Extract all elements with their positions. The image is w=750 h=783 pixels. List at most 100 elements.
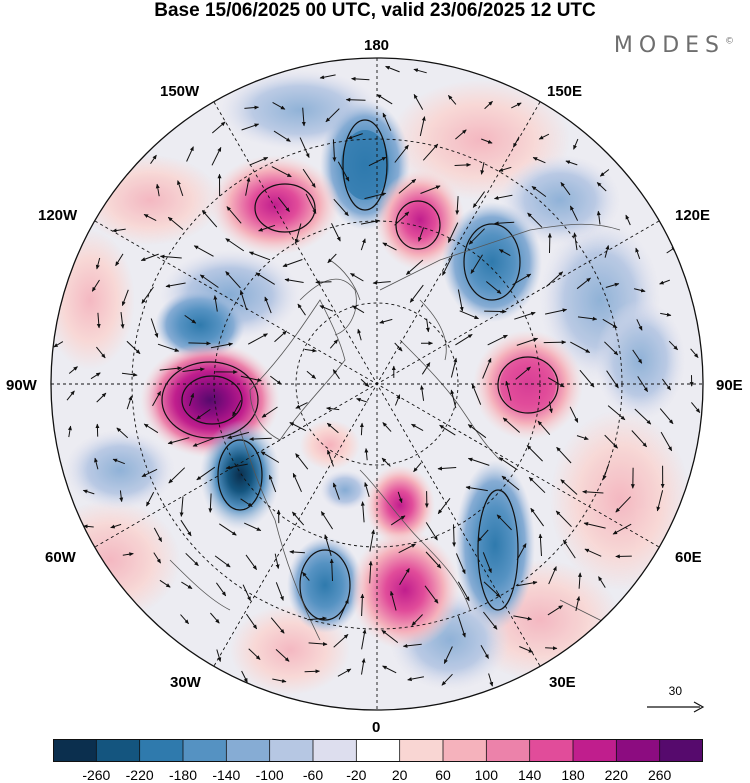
wind-vector-arrow	[360, 593, 365, 617]
reference-vector-value: 30	[668, 684, 682, 698]
wind-vector-arrow	[247, 333, 268, 345]
wind-vector-arrow	[274, 330, 287, 343]
wind-vector-arrow	[615, 496, 631, 513]
lon-label-120w: 120W	[38, 207, 78, 224]
wind-vector-arrow	[211, 146, 222, 166]
colorbar-tick-label: 60	[435, 767, 451, 783]
wind-vector-arrow	[411, 614, 423, 626]
wind-vector-arrow	[360, 378, 370, 387]
wind-vector-arrow	[484, 101, 493, 110]
wind-vector-arrow	[577, 572, 582, 589]
wind-vector-arrow	[155, 183, 160, 197]
wind-vector-arrow	[421, 362, 431, 375]
lon-label-90w: 90W	[6, 377, 37, 394]
lon-label-60w: 60W	[45, 549, 76, 566]
wind-vector-arrow	[216, 649, 222, 662]
lon-label-30w: 30W	[170, 674, 201, 691]
wind-vector-arrow	[437, 497, 451, 515]
wind-vector-arrow	[562, 539, 576, 559]
colorbar	[53, 739, 703, 762]
wind-vector-arrow	[332, 482, 340, 500]
wind-vector-arrow	[327, 449, 334, 467]
wind-vector-arrow	[337, 161, 350, 182]
colorbar-swatch	[226, 739, 270, 762]
wind-vector-arrow	[527, 212, 543, 228]
wind-vector-arrow	[381, 629, 399, 643]
wind-vector-arrow	[407, 676, 424, 682]
wind-vector-arrow	[120, 312, 125, 329]
wind-vector-arrow	[409, 284, 424, 303]
wind-vector-arrow	[569, 406, 579, 423]
wind-vector-arrow	[213, 295, 218, 312]
wind-vector-arrow	[361, 658, 366, 675]
colorbar-swatch	[139, 739, 184, 762]
wind-vector-arrow	[112, 458, 125, 465]
wind-vector-arrow	[596, 182, 607, 192]
wind-vector-arrow	[243, 522, 262, 532]
wind-vector-arrow	[425, 318, 430, 333]
wind-vector-arrow	[249, 437, 272, 442]
wind-vector-arrow	[329, 339, 339, 349]
wind-vector-arrow	[545, 646, 558, 651]
wind-vector-arrow	[126, 340, 141, 354]
wind-vector-arrow	[636, 319, 643, 331]
wind-vector-arrow	[691, 402, 701, 413]
wind-vector-arrow	[406, 259, 424, 275]
wind-vector-arrow	[368, 156, 387, 167]
wind-vector-arrow	[219, 523, 237, 536]
wind-vector-arrow	[368, 560, 373, 584]
wind-vector-arrow	[274, 553, 280, 569]
wind-vector-arrow	[596, 210, 601, 225]
wind-vector-arrow	[192, 437, 214, 447]
wind-vector-arrow	[602, 318, 618, 329]
wind-vector-arrow	[225, 238, 245, 252]
wind-vector-arrow	[326, 406, 340, 411]
wind-vector-arrow	[332, 369, 340, 380]
wind-vector-arrow	[90, 372, 101, 380]
wind-vector-arrow	[325, 108, 340, 123]
wind-vector-arrow	[633, 288, 646, 293]
wind-vector-arrow	[560, 479, 578, 495]
colorbar-tick-label: -180	[168, 767, 198, 783]
colorbar-tick-label: -260	[82, 767, 111, 783]
colorbar-swatch	[486, 739, 530, 762]
wind-vector-arrow	[350, 272, 364, 282]
wind-vector-arrow	[584, 548, 602, 557]
wind-vector-arrow	[152, 390, 162, 407]
wind-vector-arrow	[477, 529, 489, 542]
wind-vector-arrow	[471, 383, 482, 405]
wind-vector-arrow	[360, 238, 366, 251]
wind-vector-arrow	[397, 491, 403, 504]
brand-text: MODES	[613, 33, 725, 58]
wind-vector-arrow	[519, 646, 534, 653]
wind-vector-arrow	[83, 524, 94, 529]
wind-vector-arrow	[184, 314, 197, 324]
wind-vector-arrow	[308, 642, 328, 646]
colorbar-tick-label: -140	[212, 767, 241, 783]
wind-vector-arrow	[364, 448, 369, 461]
wind-vector-arrow	[547, 377, 565, 388]
wind-vector-arrow	[483, 581, 501, 598]
wind-vector-arrow	[141, 468, 158, 478]
wind-vector-arrow	[560, 181, 571, 196]
wind-vector-arrow	[211, 121, 226, 134]
map-title: Base 15/06/2025 00 UTC, valid 23/06/2025…	[154, 0, 596, 21]
wind-vector-arrow	[439, 424, 456, 436]
wind-vector-arrow	[260, 451, 280, 463]
wind-vector-arrow	[186, 146, 194, 162]
wind-vector-arrow	[512, 136, 520, 148]
wind-vector-arrow	[494, 221, 515, 226]
wind-vector-arrow	[528, 476, 546, 494]
wind-vector-arrow	[394, 211, 410, 226]
wind-vector-arrow	[327, 253, 337, 264]
wind-vector-arrow	[91, 279, 100, 292]
colorbar-swatch	[313, 739, 357, 762]
wind-vector-arrow	[419, 385, 425, 401]
wind-vector-arrow	[273, 130, 291, 142]
wind-vector-arrow	[369, 529, 375, 552]
wind-vector-arrow	[94, 457, 99, 470]
wind-vector-arrow	[443, 646, 453, 664]
wind-vector-arrow	[356, 397, 368, 403]
wind-vector-arrow	[179, 496, 184, 517]
colorbar-tick-label: 180	[561, 767, 585, 783]
